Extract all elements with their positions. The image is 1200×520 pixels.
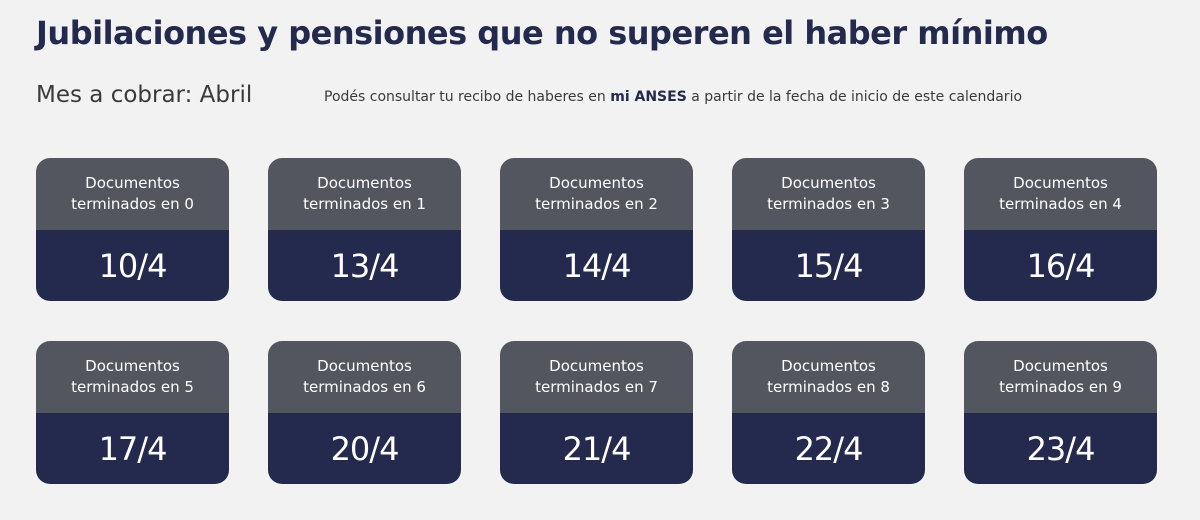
card-date: 23/4 — [964, 413, 1157, 484]
card-header-line2: terminados en 0 — [71, 195, 194, 213]
card-date: 13/4 — [268, 230, 461, 301]
calendar-card-6: Documentos terminados en 6 20/4 — [268, 341, 461, 484]
card-header: Documentos terminados en 5 — [36, 341, 229, 413]
card-date: 17/4 — [36, 413, 229, 484]
card-header-line1: Documentos — [1013, 357, 1108, 375]
calendar-card-2: Documentos terminados en 2 14/4 — [500, 158, 693, 301]
card-header: Documentos terminados en 4 — [964, 158, 1157, 230]
calendar-card-5: Documentos terminados en 5 17/4 — [36, 341, 229, 484]
card-header-line2: terminados en 2 — [535, 195, 658, 213]
card-header-line2: terminados en 7 — [535, 378, 658, 396]
card-header: Documentos terminados en 9 — [964, 341, 1157, 413]
calendar-grid: Documentos terminados en 0 10/4 Document… — [36, 158, 1157, 484]
calendar-card-0: Documentos terminados en 0 10/4 — [36, 158, 229, 301]
note-text-after: a partir de la fecha de inicio de este c… — [686, 89, 1023, 105]
calendar-card-8: Documentos terminados en 8 22/4 — [732, 341, 925, 484]
card-date: 20/4 — [268, 413, 461, 484]
card-header-line2: terminados en 3 — [767, 195, 890, 213]
card-header: Documentos terminados en 3 — [732, 158, 925, 230]
card-header-line2: terminados en 8 — [767, 378, 890, 396]
card-header-line2: terminados en 4 — [999, 195, 1122, 213]
card-header: Documentos terminados en 0 — [36, 158, 229, 230]
card-header: Documentos terminados en 6 — [268, 341, 461, 413]
card-header-line1: Documentos — [1013, 174, 1108, 192]
card-header-line2: terminados en 9 — [999, 378, 1122, 396]
card-header: Documentos terminados en 2 — [500, 158, 693, 230]
card-header-line2: terminados en 6 — [303, 378, 426, 396]
note-text-bold: mi ANSES — [610, 89, 687, 105]
card-header-line1: Documentos — [781, 174, 876, 192]
card-header-line1: Documentos — [85, 174, 180, 192]
calendar-card-4: Documentos terminados en 4 16/4 — [964, 158, 1157, 301]
card-date: 22/4 — [732, 413, 925, 484]
calendar-card-1: Documentos terminados en 1 13/4 — [268, 158, 461, 301]
card-header-line1: Documentos — [317, 357, 412, 375]
card-header-line2: terminados en 5 — [71, 378, 194, 396]
card-header-line1: Documentos — [781, 357, 876, 375]
card-date: 14/4 — [500, 230, 693, 301]
month-label: Mes a cobrar: Abril — [36, 82, 253, 108]
calendar-card-7: Documentos terminados en 7 21/4 — [500, 341, 693, 484]
card-header-line1: Documentos — [85, 357, 180, 375]
page-title: Jubilaciones y pensiones que no superen … — [36, 14, 1048, 52]
card-header-line1: Documentos — [549, 357, 644, 375]
calendar-card-3: Documentos terminados en 3 15/4 — [732, 158, 925, 301]
card-header-line1: Documentos — [549, 174, 644, 192]
card-header: Documentos terminados en 7 — [500, 341, 693, 413]
card-date: 16/4 — [964, 230, 1157, 301]
receipt-note: Podés consultar tu recibo de haberes en … — [324, 89, 1022, 105]
card-date: 15/4 — [732, 230, 925, 301]
card-header-line2: terminados en 1 — [303, 195, 426, 213]
note-text-before: Podés consultar tu recibo de haberes en — [324, 89, 611, 105]
calendar-card-9: Documentos terminados en 9 23/4 — [964, 341, 1157, 484]
card-header: Documentos terminados en 1 — [268, 158, 461, 230]
card-header: Documentos terminados en 8 — [732, 341, 925, 413]
card-date: 21/4 — [500, 413, 693, 484]
card-date: 10/4 — [36, 230, 229, 301]
card-header-line1: Documentos — [317, 174, 412, 192]
